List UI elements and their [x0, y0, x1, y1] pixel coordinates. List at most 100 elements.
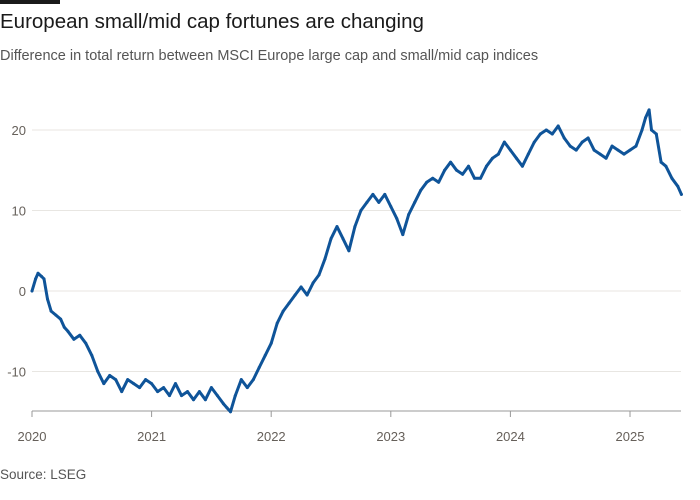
data-point — [574, 148, 578, 152]
data-point — [156, 390, 160, 394]
data-point — [431, 176, 435, 180]
data-point — [377, 200, 381, 204]
data-point — [389, 205, 393, 208]
data-point — [520, 164, 524, 168]
data-point — [508, 148, 512, 152]
data-point — [174, 382, 177, 386]
series-line — [30, 108, 683, 414]
data-point — [245, 386, 249, 390]
data-point — [592, 148, 596, 152]
data-point — [49, 309, 53, 313]
data-point — [544, 128, 548, 132]
data-point — [413, 200, 417, 204]
data-point — [317, 273, 321, 277]
data-point — [299, 285, 303, 289]
x-tick-label: 2022 — [257, 429, 286, 444]
y-tick-label: 10 — [12, 204, 26, 219]
data-point — [203, 398, 207, 402]
data-point — [568, 144, 572, 148]
data-point — [233, 394, 237, 398]
data-point — [359, 209, 363, 212]
data-point — [395, 217, 399, 221]
data-point — [269, 341, 273, 345]
data-point — [532, 140, 536, 144]
data-point — [62, 325, 66, 329]
data-point — [275, 321, 279, 325]
data-point — [78, 333, 82, 337]
data-point — [192, 398, 195, 402]
data-point — [679, 192, 683, 196]
data-point — [455, 168, 459, 172]
data-point — [670, 176, 674, 180]
data-point — [676, 184, 680, 188]
x-tick-label: 2025 — [616, 429, 645, 444]
data-point — [491, 156, 494, 160]
data-point — [659, 160, 663, 164]
source-note: Source: LSEG — [0, 467, 87, 482]
data-point — [634, 144, 638, 148]
data-point — [221, 402, 225, 406]
x-axis: 2020 2021 2022 2023 2024 2025 — [18, 410, 681, 444]
y-tick-label: 0 — [19, 284, 26, 299]
y-tick-label: 20 — [12, 123, 26, 138]
data-point — [150, 382, 154, 386]
data-point — [311, 281, 315, 285]
data-point — [437, 180, 441, 184]
data-point — [640, 128, 644, 132]
data-point — [556, 124, 560, 128]
data-point — [467, 164, 470, 168]
data-point — [496, 152, 500, 156]
data-point — [239, 378, 243, 382]
data-point — [59, 317, 63, 321]
data-point — [371, 192, 375, 196]
data-point — [180, 394, 183, 398]
data-point — [353, 225, 357, 229]
data-point — [419, 188, 423, 192]
data-point — [383, 192, 387, 196]
data-point — [335, 225, 339, 229]
data-point — [46, 297, 49, 301]
y-axis-tick-labels: 20 10 0 -10 — [7, 123, 26, 380]
data-point — [225, 406, 229, 410]
data-point — [365, 200, 369, 204]
data-point — [616, 148, 620, 152]
data-point — [168, 394, 171, 398]
series-layer — [30, 108, 683, 414]
data-point — [654, 132, 658, 136]
data-point — [550, 132, 554, 136]
data-point — [650, 128, 653, 132]
data-point — [72, 337, 76, 341]
data-point — [329, 237, 333, 241]
data-point — [34, 277, 38, 281]
x-tick-label: 2023 — [376, 429, 405, 444]
data-point — [610, 144, 614, 148]
data-point — [257, 366, 261, 369]
data-point — [215, 394, 219, 398]
data-point — [514, 156, 518, 160]
data-point — [287, 301, 291, 305]
data-point — [644, 116, 647, 120]
x-tick-label: 2020 — [18, 429, 47, 444]
data-point — [281, 309, 285, 313]
data-point — [126, 378, 130, 382]
data-point — [401, 233, 405, 237]
data-point — [40, 275, 44, 278]
data-point — [144, 378, 148, 382]
data-point — [580, 140, 584, 144]
data-point — [647, 108, 651, 112]
data-point — [461, 172, 465, 176]
data-point — [347, 249, 351, 253]
data-point — [197, 390, 201, 394]
data-point — [54, 313, 58, 317]
gridlines — [32, 129, 681, 372]
data-point — [251, 378, 255, 382]
data-point — [30, 289, 34, 293]
data-point — [449, 160, 453, 164]
data-point — [425, 180, 429, 184]
y-tick-label: -10 — [7, 365, 26, 380]
data-point — [114, 378, 118, 382]
chart-subtitle: Difference in total return between MSCI … — [0, 48, 539, 64]
data-point — [305, 293, 309, 297]
data-point — [341, 237, 345, 241]
